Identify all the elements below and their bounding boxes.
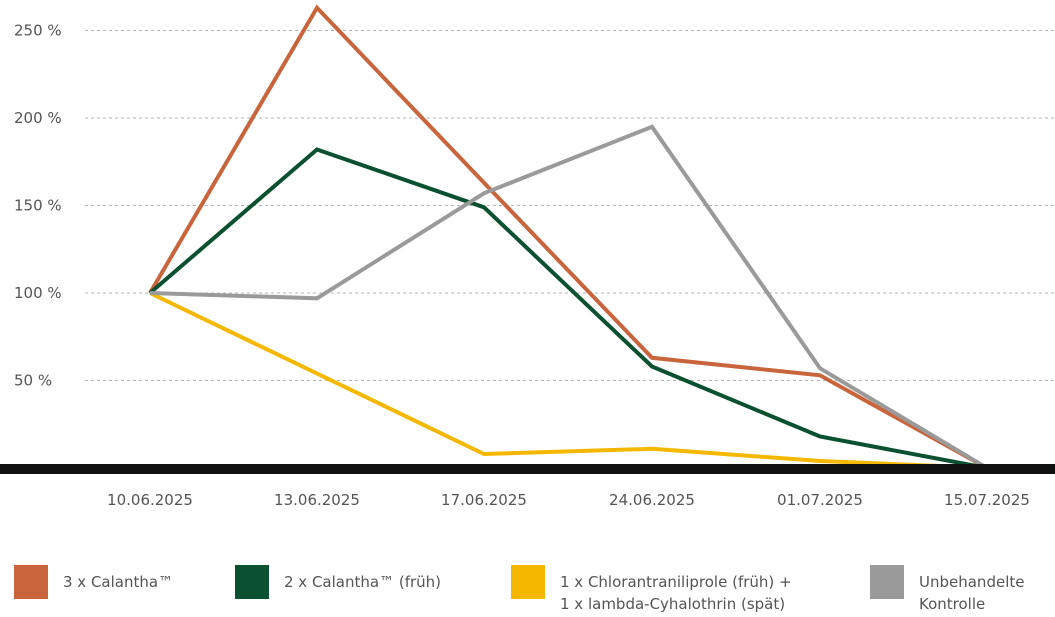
y-tick-label-100: 100 % — [14, 284, 62, 302]
x-tick-label-01.07.2025: 01.07.2025 — [777, 491, 863, 509]
series-line-3-x-calantha — [148, 4, 988, 470]
y-tick-label-150: 150 % — [14, 197, 62, 215]
legend-label-2x-calantha-frueh: 2 x Calantha™ (früh) — [284, 573, 442, 591]
legend-item-2x-calantha-frueh: 2 x Calantha™ (früh) — [235, 565, 441, 599]
legend-swatch-chlorantraniliprole — [511, 565, 545, 599]
series-line-1-x-chlorantraniliprole-fr-h-1-x-lambda-cyhalothrin-sp-t — [149, 291, 988, 470]
x-axis — [0, 464, 1055, 474]
legend-item-chlorantraniliprole: 1 x Chlorantraniliprole (früh) + 1 x lam… — [511, 565, 792, 615]
legend-label-3x-calantha: 3 x Calantha™ — [63, 573, 174, 591]
legend-item-unbehandelte-kontrolle: Unbehandelte Kontrolle — [870, 565, 1024, 615]
series-line-2-x-calantha-fr-h — [148, 147, 988, 470]
x-tick-label-13.06.2025: 13.06.2025 — [274, 491, 360, 509]
legend-swatch-3x-calantha — [14, 565, 48, 599]
y-tick-label-250: 250 % — [14, 22, 62, 40]
legend-label-unbehandelte-kontrolle: Unbehandelte Kontrolle — [919, 573, 1025, 613]
x-axis-tick-labels: 10.06.2025 13.06.2025 17.06.2025 24.06.2025… — [107, 491, 1030, 509]
x-tick-label-10.06.2025: 10.06.2025 — [107, 491, 193, 509]
x-axis-line — [0, 464, 1055, 474]
y-axis-tick-labels: 250 % 200 % 150 % 100 % 50 % — [14, 22, 62, 390]
x-tick-label-15.07.2025: 15.07.2025 — [944, 491, 1030, 509]
legend: 3 x Calantha™ 2 x Calantha™ (früh) 1 x C… — [0, 555, 1055, 617]
legend-swatch-unbehandelte-kontrolle — [870, 565, 904, 599]
line-chart: 250 % 200 % 150 % 100 % 50 % 10.06.2025 13.06… — [0, 4, 1055, 509]
grid-lines — [85, 30, 1055, 381]
legend-swatch-2x-calantha-frueh — [235, 565, 269, 599]
series-lines — [148, 4, 989, 470]
series-line-unbehandelte-kontrolle — [149, 124, 989, 470]
legend-item-3x-calantha: 3 x Calantha™ — [14, 565, 173, 599]
x-tick-label-17.06.2025: 17.06.2025 — [441, 491, 527, 509]
legend-label-chlorantraniliprole: 1 x Chlorantraniliprole (früh) + 1 x lam… — [560, 573, 792, 613]
x-tick-label-24.06.2025: 24.06.2025 — [609, 491, 695, 509]
y-tick-label-200: 200 % — [14, 109, 62, 127]
y-tick-label-50: 50 % — [14, 372, 52, 390]
